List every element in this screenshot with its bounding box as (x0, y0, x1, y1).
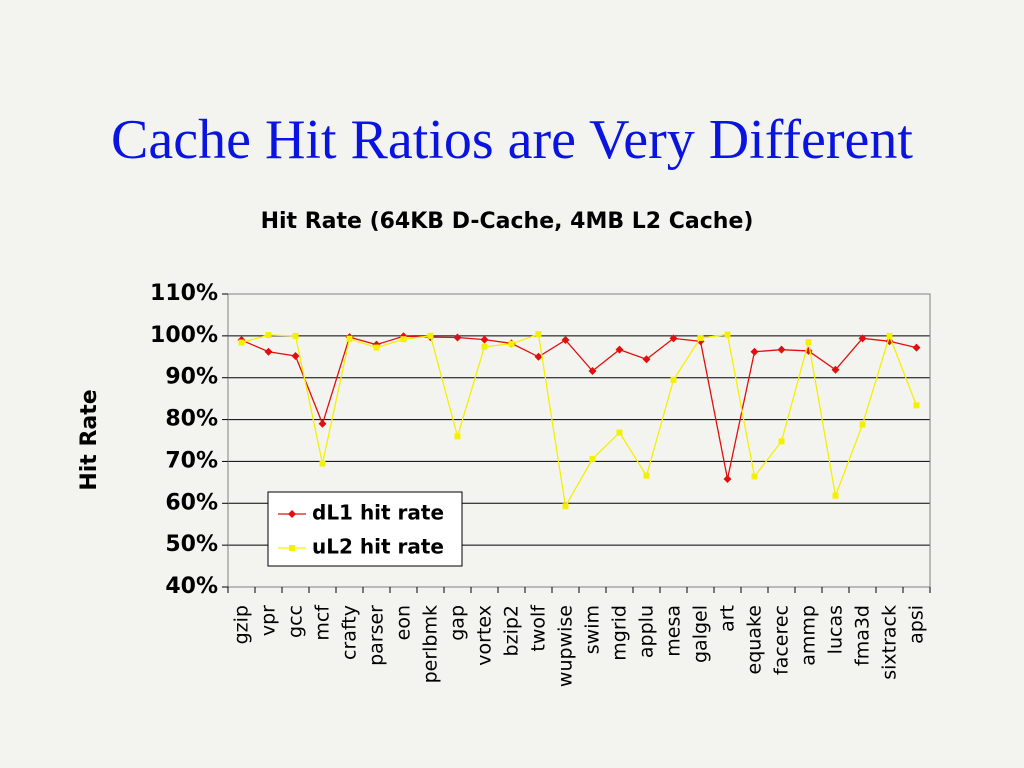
x-tick-label: ammp (798, 605, 820, 666)
y-tick-label: 50% (165, 532, 218, 557)
legend-marker (288, 510, 296, 518)
x-tick-label: swim (582, 605, 604, 654)
series-1 (237, 332, 921, 484)
data-point (643, 472, 650, 479)
y-tick-label: 100% (150, 323, 218, 348)
data-point (615, 345, 624, 354)
y-tick-label: 90% (165, 365, 218, 390)
x-tick-label: equake (744, 605, 766, 674)
data-point (723, 475, 732, 484)
data-point (831, 365, 840, 374)
data-point (562, 503, 569, 510)
data-point (616, 429, 623, 436)
data-point (805, 339, 812, 346)
slide-title: Cache Hit Ratios are Very Different (111, 109, 913, 171)
data-point (588, 367, 597, 376)
y-tick-label: 70% (165, 448, 218, 473)
data-point (858, 334, 867, 343)
data-point (912, 343, 921, 352)
x-tick-label: galgel (690, 605, 712, 663)
x-tick-label: fma3d (852, 605, 874, 666)
data-point (318, 419, 327, 428)
data-point (777, 345, 786, 354)
legend: dL1 hit rate uL2 hit rate (267, 491, 463, 567)
x-tick-label: eon (393, 605, 415, 640)
data-point (642, 355, 651, 364)
y-tick-label: 80% (165, 407, 218, 432)
legend-entry: dL1 hit rate (278, 501, 444, 525)
data-point (454, 433, 461, 440)
x-tick-label: lucas (825, 605, 847, 654)
y-axis-label: Hit Rate (77, 389, 102, 490)
data-point (724, 331, 731, 338)
x-tick-label: mcf (312, 604, 334, 641)
data-point (480, 335, 489, 344)
x-tick-label: parser (366, 605, 388, 666)
x-tick-label: applu (636, 605, 658, 658)
series (237, 331, 921, 510)
data-point (265, 332, 272, 339)
x-tick-label: mgrid (609, 605, 631, 661)
data-point (534, 352, 543, 361)
data-point (264, 347, 273, 356)
data-point (697, 334, 704, 341)
data-point (373, 344, 380, 351)
x-ticks: gzip vpr gcc mcf crafty parser eon perlbmk gap vo… (227, 587, 931, 687)
data-point (453, 333, 462, 342)
data-point (669, 334, 678, 343)
data-point (859, 421, 866, 428)
legend-box (267, 491, 463, 567)
x-tick-label: gcc (285, 605, 307, 638)
data-point (670, 376, 677, 383)
legend-label: uL2 hit rate (312, 535, 444, 559)
data-point (238, 339, 245, 346)
y-tick-label: 40% (165, 574, 218, 599)
y-tick-label: 110% (150, 281, 218, 306)
x-tick-label: apsi (906, 605, 928, 644)
data-point (750, 347, 759, 356)
data-point (292, 332, 299, 339)
series-2 (238, 331, 920, 510)
data-point (535, 331, 542, 338)
x-tick-label: perlbmk (420, 605, 442, 683)
y-tick-label: 60% (165, 490, 218, 515)
data-point (400, 336, 407, 343)
chart-title: Hit Rate (64KB D-Cache, 4MB L2 Cache) (261, 209, 754, 234)
data-point (589, 455, 596, 462)
data-point (832, 492, 839, 499)
data-point (561, 336, 570, 345)
data-point (751, 473, 758, 480)
x-tick-label: art (717, 605, 739, 632)
x-tick-label: facerec (771, 605, 793, 675)
x-tick-label: gap (447, 605, 469, 641)
series-line (241, 333, 918, 509)
x-tick-label: gzip (231, 605, 253, 644)
data-point (427, 332, 434, 339)
legend-label: dL1 hit rate (312, 501, 444, 525)
x-tick-label: wupwise (555, 605, 577, 687)
x-tick-label: twolf (528, 604, 550, 652)
x-tick-label: vortex (474, 605, 496, 666)
data-point (508, 340, 515, 347)
data-point (886, 332, 893, 339)
data-point (481, 343, 488, 350)
x-tick-label: sixtrack (879, 605, 901, 680)
data-point (291, 351, 300, 360)
x-tick-label: vpr (258, 605, 280, 636)
data-point (778, 438, 785, 445)
data-point (319, 460, 326, 467)
data-point (346, 335, 353, 342)
series-line (241, 335, 917, 480)
x-tick-label: mesa (663, 605, 685, 657)
x-tick-label: bzip2 (501, 605, 523, 656)
legend-entry: uL2 hit rate (278, 535, 444, 559)
x-tick-label: crafty (339, 605, 361, 660)
legend-marker (289, 545, 295, 551)
y-ticks: 40% 50% 60% 70% 80% 90% 100% 110% (150, 281, 228, 599)
data-point (913, 402, 920, 409)
